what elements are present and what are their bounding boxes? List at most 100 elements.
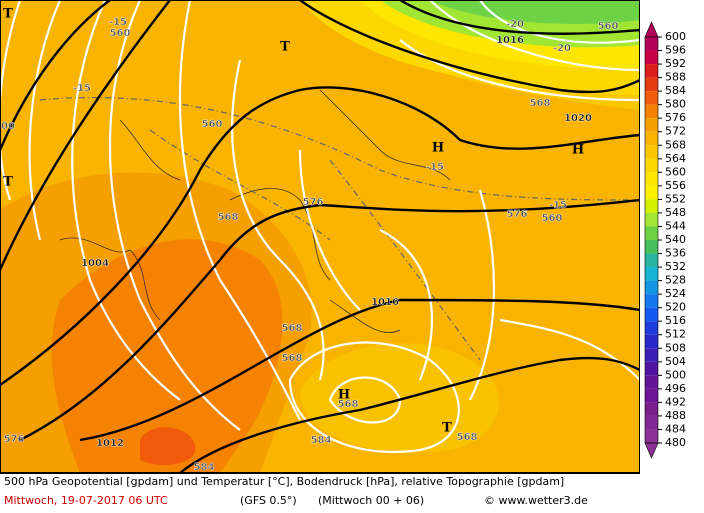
contour-label: 560 [110,28,131,39]
contour-label: 584 [194,462,215,473]
colorbar-label: 524 [665,287,686,300]
pressure-center: T [3,7,13,22]
colorbar-label: 544 [665,219,686,232]
colorbar-segment [645,240,658,254]
colorbar-segment [645,131,658,146]
colorbar-label: 568 [665,138,686,151]
colorbar-label: 488 [665,409,686,422]
colorbar-label: 492 [665,395,686,408]
colorbar-segment [645,64,658,78]
contour-label: 560 [542,213,563,224]
colorbar-segment [645,199,658,213]
colorbar-label: 512 [665,328,686,341]
contour-label: -20 [506,19,524,30]
colorbar-segment [645,145,658,159]
colorbar-segment [645,253,658,268]
contour-label: 00 [1,121,15,132]
contour-label: -15 [109,17,127,28]
colorbar-label: 500 [665,368,686,381]
colorbar-segment [645,361,658,376]
colorbar-label: 556 [665,179,686,192]
footer-source: © www.wetter3.de [484,494,588,507]
pressure-center: T [442,421,452,436]
contour-label: 568 [338,399,359,410]
contour-label: 1016 [371,297,399,308]
colorbar-label: 528 [665,274,686,287]
colorbar-segment [645,321,658,335]
colorbar-segment [645,415,658,430]
colorbar-label: 548 [665,206,686,219]
colorbar-segment [645,348,658,362]
contour-label: 568 [282,323,303,334]
colorbar-segment [645,91,658,105]
colorbar-label: 480 [665,436,686,449]
contour-label: 584 [311,435,332,446]
colorbar-label: 520 [665,301,686,314]
contour-label: 568 [218,212,239,223]
contour-label: 576 [4,434,25,445]
contour-label: 1004 [81,258,109,269]
colorbar-segment [645,158,658,173]
pressure-center: H [432,141,444,156]
colorbar-segment [645,226,658,240]
contour-label: -15 [426,162,444,173]
colorbar-segment [645,185,658,200]
colorbar-label: 536 [665,247,686,260]
colorbar-label: 540 [665,233,686,246]
colorbar-label: 572 [665,125,686,138]
colorbar-label: 552 [665,192,686,205]
colorbar-segment [645,402,658,416]
temp-area [430,0,640,24]
colorbar-segment [645,307,658,322]
colorbar-arrow [644,21,659,38]
colorbar-segment [645,77,658,92]
contour-label: 560 [598,21,619,32]
map-frame [0,0,640,473]
colorbar-label: 600 [665,30,686,43]
colorbar-label: 576 [665,111,686,124]
pressure-center: H [338,388,350,403]
footer-date: Mittwoch, 19-07-2017 06 UTC [4,494,168,507]
contour-label: 576 [507,209,528,220]
colorbar-segment [645,118,658,132]
colorbar-label: 584 [665,84,686,97]
colorbar-arrow [644,442,659,459]
contour-label: 1012 [96,438,124,449]
contour-label: -20 [553,43,571,54]
colorbar-segment [645,172,658,186]
colorbar-label: 508 [665,341,686,354]
contour-label: 1020 [564,113,592,124]
colorbar-segment [645,37,658,51]
pressure-center: T [280,40,290,55]
colorbar-label: 592 [665,57,686,70]
colorbar-label: 504 [665,355,686,368]
colorbar-segment [645,280,658,295]
colorbar-segment [645,267,658,281]
footer-title: 500 hPa Geopotential [gpdam] und Tempera… [4,475,564,488]
colorbar-segment [645,294,658,308]
contour-label: 1016 [496,35,524,46]
temp-area [51,239,283,473]
temp-area [140,427,196,465]
colorbar-segment [645,388,658,403]
colorbar-label: 484 [665,422,686,435]
colorbar-segment [645,212,658,227]
contour-label: -15 [73,83,91,94]
colorbar-segment [645,429,658,443]
contour-label: 560 [202,119,223,130]
contour-label: 568 [282,353,303,364]
colorbar-label: 564 [665,152,686,165]
colorbar-segment [645,334,658,349]
colorbar-label: 580 [665,98,686,111]
contour-label: 568 [457,432,478,443]
footer-run: (Mittwoch 00 + 06) [318,494,424,507]
colorbar-segment [645,104,658,119]
footer-model: (GFS 0.5°) [240,494,297,507]
contour-label: 568 [530,98,551,109]
contour-label: -15 [549,200,567,211]
colorbar-label: 516 [665,314,686,327]
colorbar: 6005965925885845805765725685645605565525… [644,21,686,459]
colorbar-label: 532 [665,260,686,273]
